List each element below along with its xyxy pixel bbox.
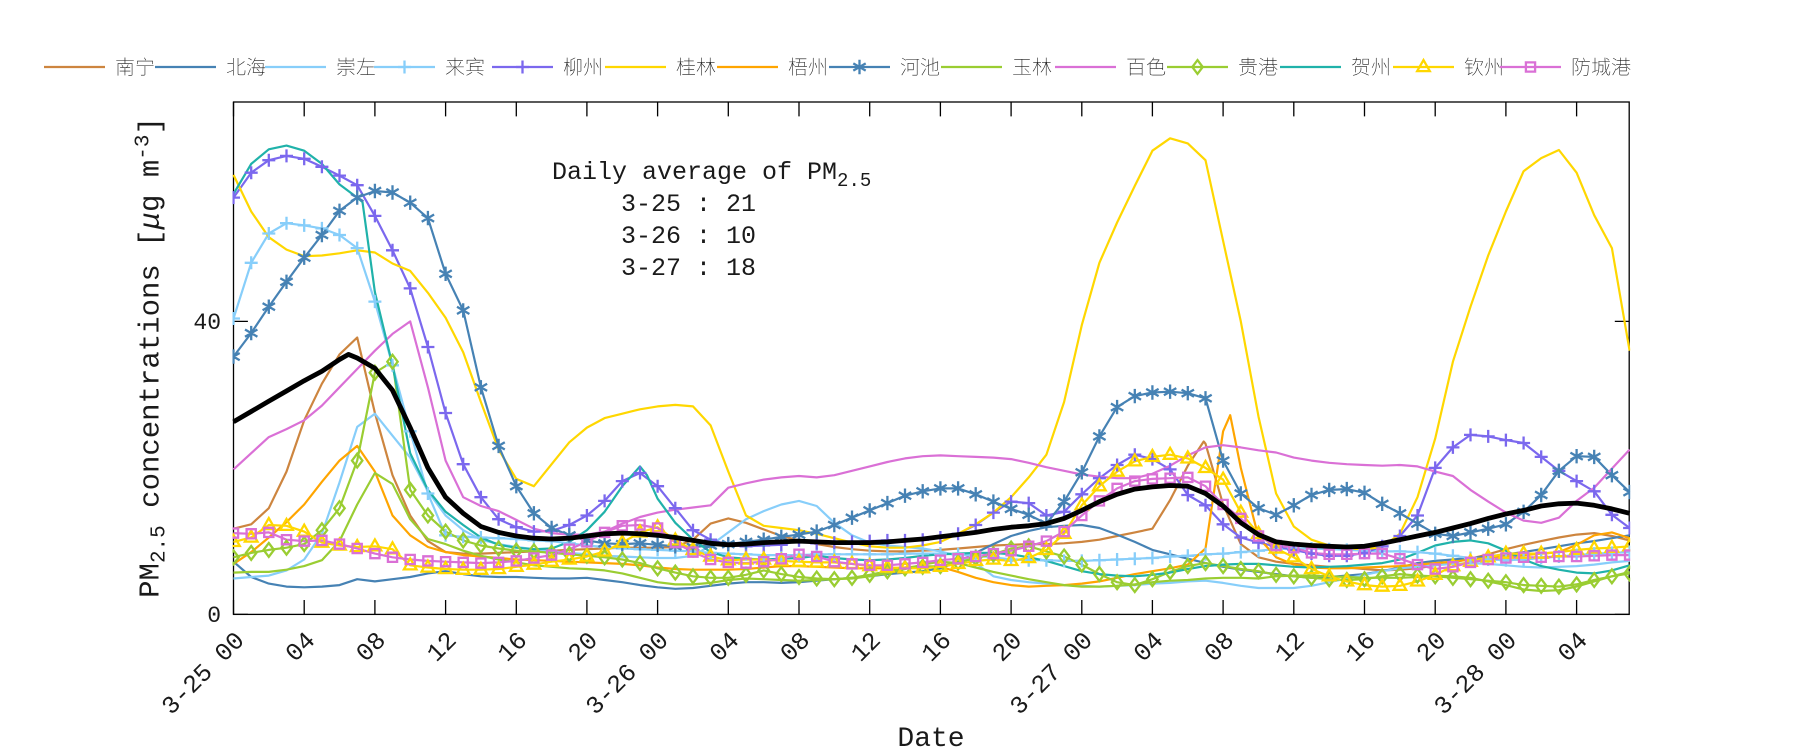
svg-text:0: 0	[207, 603, 221, 629]
svg-text:3-27 : 18: 3-27 : 18	[621, 254, 756, 283]
svg-text:3-25 : 21: 3-25 : 21	[621, 190, 756, 219]
svg-text:3-26 : 10: 3-26 : 10	[621, 222, 756, 251]
svg-text:Daily average of PM2.5: Daily average of PM2.5	[552, 158, 871, 192]
svg-text:Date: Date	[897, 724, 964, 750]
svg-text:40: 40	[193, 310, 221, 336]
svg-text:PM2.5 concentrations [μg m-3]: PM2.5 concentrations [μg m-3]	[133, 117, 172, 598]
